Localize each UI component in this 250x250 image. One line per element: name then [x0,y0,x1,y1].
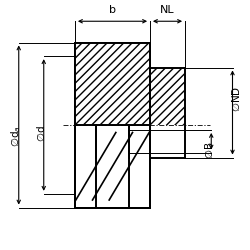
Text: $\emptyset$ND: $\emptyset$ND [230,86,242,113]
Bar [150,68,185,158]
Text: $\emptyset$d: $\emptyset$d [35,125,47,142]
Bar [75,42,150,207]
Text: $\emptyset$B: $\emptyset$B [203,141,215,159]
Text: b: b [109,5,116,15]
Bar [150,68,185,125]
Bar [75,42,150,125]
Text: NL: NL [160,5,175,15]
Text: $\emptyset$d$_a$: $\emptyset$d$_a$ [9,125,23,147]
